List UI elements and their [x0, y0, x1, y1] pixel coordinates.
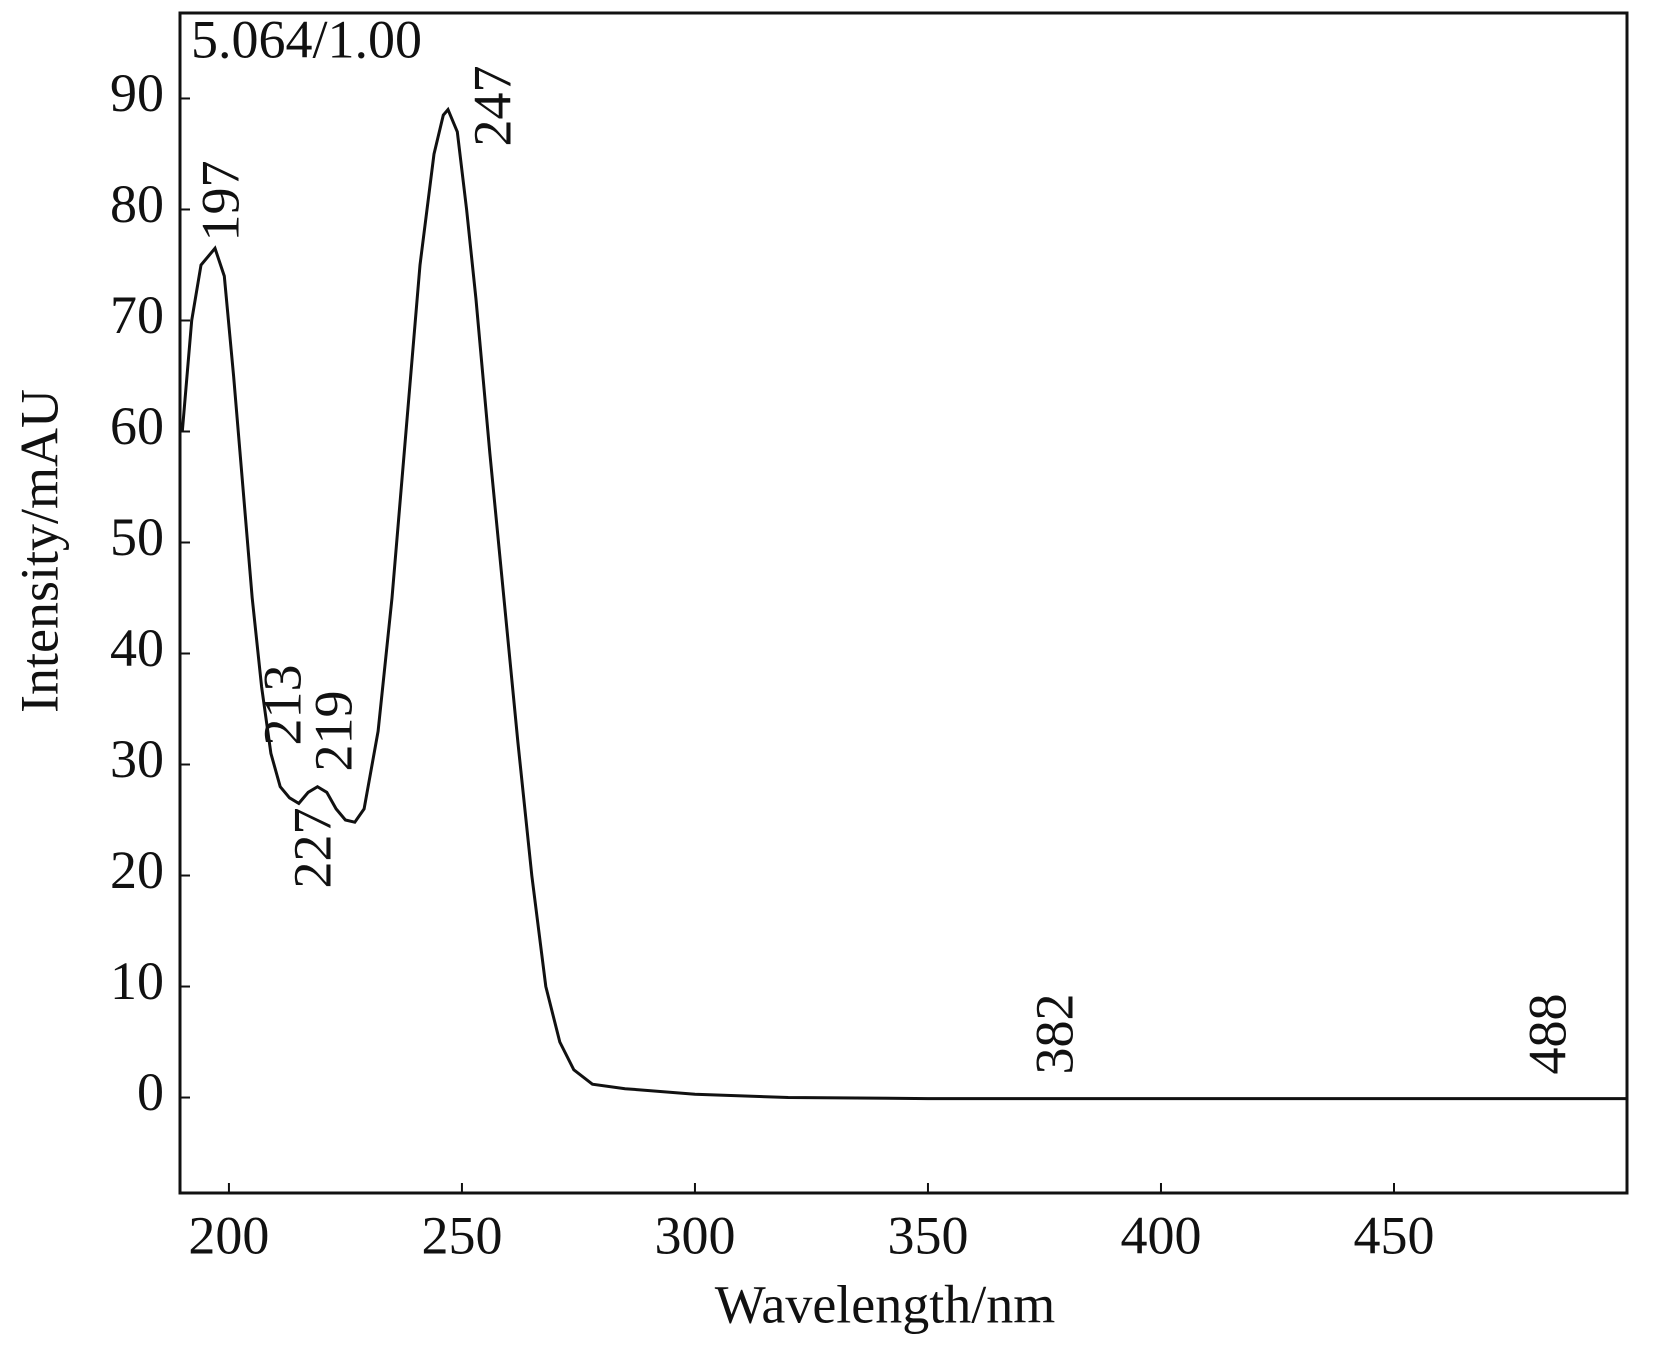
- x-tick-label: 350: [887, 1205, 968, 1265]
- y-tick-label: 70: [110, 285, 164, 345]
- peak-label: 488: [1517, 994, 1577, 1075]
- x-tick-label: 450: [1353, 1205, 1434, 1265]
- peak-label: 247: [462, 66, 522, 147]
- peak-label: 213: [252, 665, 312, 746]
- peak-label: 197: [190, 161, 250, 242]
- y-tick-label: 30: [110, 729, 164, 789]
- y-tick-label: 80: [110, 174, 164, 234]
- y-tick-label: 0: [137, 1062, 164, 1122]
- x-tick-label: 200: [188, 1205, 269, 1265]
- x-axis-title: Wavelength/nm: [715, 1274, 1056, 1334]
- y-tick-label: 10: [110, 951, 164, 1011]
- spectrum-line: [180, 106, 1627, 1101]
- x-tick-label: 250: [421, 1205, 502, 1265]
- y-tick-label: 60: [110, 396, 164, 456]
- annotation: 5.064/1.00: [191, 9, 422, 69]
- y-tick-label: 90: [110, 63, 164, 123]
- x-tick-label: 300: [654, 1205, 735, 1265]
- y-tick-label: 50: [110, 507, 164, 567]
- peak-label: 227: [282, 808, 342, 889]
- x-tick-label: 400: [1120, 1205, 1201, 1265]
- y-tick-label: 20: [110, 840, 164, 900]
- y-tick-label: 40: [110, 618, 164, 678]
- plot-frame: [178, 11, 1629, 1195]
- peak-label: 382: [1024, 994, 1084, 1075]
- peak-label: 219: [303, 691, 363, 772]
- y-axis-title: Intensity/mAU: [9, 389, 69, 713]
